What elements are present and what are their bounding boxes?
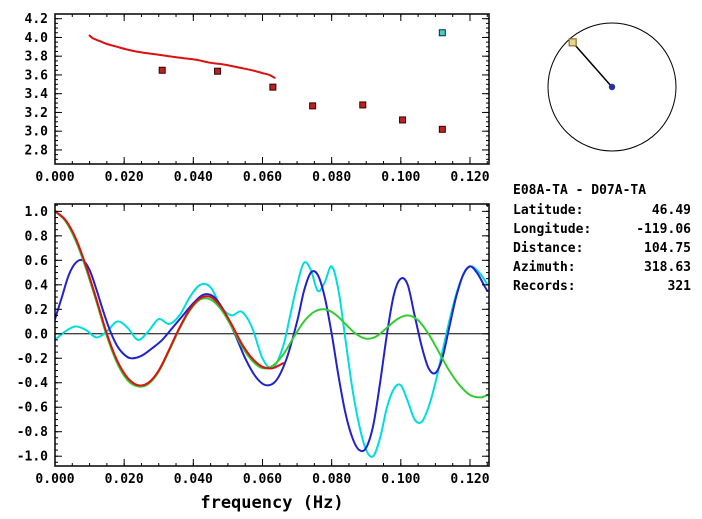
y-tick-label: 4.0: [25, 31, 49, 46]
x-tick-label: 0.060: [243, 472, 282, 487]
x-axis-title: frequency (Hz): [200, 493, 343, 513]
cyan-waveform: [55, 261, 489, 458]
y-tick-label: 0.6: [25, 254, 49, 269]
records-label: Records:: [513, 279, 576, 294]
picked-group-velocities-marker[interactable]: [214, 67, 222, 75]
red-waveform: [55, 210, 285, 387]
info-row-latitude: Latitude: 46.49: [513, 201, 691, 220]
x-tick-label: 0.020: [105, 170, 144, 185]
info-row-longitude: Longitude: -119.06: [513, 220, 691, 239]
picked-group-velocities[interactable]: [158, 66, 446, 133]
green-waveform: [55, 210, 489, 399]
info-row-azimuth: Azimuth: 318.63: [513, 258, 691, 277]
records-value: 321: [667, 279, 691, 294]
station-info-panel: E08A-TA - D07A-TA Latitude: 46.49 Longit…: [513, 181, 691, 296]
info-row-records: Records: 321: [513, 277, 691, 296]
y-tick-label: 4.2: [25, 12, 48, 27]
longitude-label: Longitude:: [513, 222, 592, 237]
picked-group-velocities-marker[interactable]: [399, 116, 407, 124]
y-tick-label: 3.6: [25, 68, 49, 83]
x-tick-label: 0.120: [450, 170, 489, 185]
compass-circle: [547, 22, 677, 152]
azimuth-label: Azimuth:: [513, 260, 576, 275]
x-tick-label: 0.100: [381, 472, 420, 487]
y-tick-label: -1.0: [17, 450, 48, 465]
picked-group-velocities-marker[interactable]: [269, 83, 277, 91]
x-tick-label: 0.100: [381, 170, 420, 185]
y-tick-label: 3.0: [25, 125, 49, 140]
x-tick-label: 0.040: [174, 472, 213, 487]
x-tick-label: 0.040: [174, 170, 213, 185]
y-tick-label: -0.8: [17, 425, 48, 440]
x-tick-label: 0.080: [312, 170, 351, 185]
x-tick-label: 0.060: [243, 170, 282, 185]
active-pick[interactable]: [438, 29, 446, 37]
x-tick-label: 0.120: [450, 472, 489, 487]
y-tick-label: -0.2: [17, 352, 48, 367]
latitude-value: 46.49: [651, 203, 691, 218]
distance-label: Distance:: [513, 241, 584, 256]
y-tick-label: 0.8: [25, 229, 49, 244]
y-tick-label: 3.8: [25, 50, 49, 65]
predicted-dispersion-curve: [88, 34, 276, 79]
active-pick-marker[interactable]: [438, 29, 446, 37]
dispersion-panel-axes: 0.000 0.020 0.040 0.060 0.080 0.100 0.120 2.8 3.…: [25, 12, 490, 185]
dispersion-panel-frame: [54, 13, 490, 165]
distance-value: 104.75: [644, 241, 691, 256]
y-tick-label: 0.0: [25, 327, 49, 342]
x-tick-label: 0.000: [35, 472, 74, 487]
dispersion-panel-plot-area[interactable]: [88, 29, 446, 133]
waveform-panel-frame: [54, 203, 490, 467]
x-tick-label: 0.000: [35, 170, 74, 185]
picked-group-velocities-marker[interactable]: [309, 102, 317, 110]
waveform-panel-plot-area[interactable]: [55, 210, 489, 458]
y-tick-label: 0.2: [25, 303, 48, 318]
picked-group-velocities-marker[interactable]: [158, 66, 166, 74]
y-tick-label: 2.8: [25, 143, 49, 158]
azimuth-needle: [572, 41, 613, 88]
remote-station-marker: [568, 38, 577, 47]
station-pair-title: E08A-TA - D07A-TA: [513, 183, 647, 198]
x-tick-label: 0.020: [105, 472, 144, 487]
picked-group-velocities-marker[interactable]: [438, 125, 446, 133]
x-tick-label: 0.080: [312, 472, 351, 487]
y-tick-label: 3.4: [25, 87, 49, 102]
y-tick-label: 3.2: [25, 106, 48, 121]
info-row-distance: Distance: 104.75: [513, 239, 691, 258]
azimuth-compass: [547, 22, 677, 152]
picked-group-velocities-marker[interactable]: [359, 101, 367, 109]
waveform-panel-axes: 0.000 0.020 0.040 0.060 0.080 0.100 0.120 -1.0 -…: [17, 203, 490, 513]
latitude-label: Latitude:: [513, 203, 584, 218]
y-tick-label: -0.4: [17, 376, 48, 391]
y-tick-label: 0.4: [25, 278, 49, 293]
blue-waveform: [55, 258, 489, 453]
azimuth-value: 318.63: [644, 260, 691, 275]
y-tick-label: -0.6: [17, 401, 48, 416]
station-center-dot: [608, 83, 616, 91]
dispersion-chart[interactable]: 0.000 0.020 0.040 0.060 0.080 0.100 0.120 2.8 3.…: [0, 4, 500, 192]
waveform-chart[interactable]: 0.000 0.020 0.040 0.060 0.080 0.100 0.120 -1.0 -…: [0, 192, 500, 519]
longitude-value: -119.06: [636, 222, 691, 237]
y-tick-label: 1.0: [25, 205, 49, 220]
